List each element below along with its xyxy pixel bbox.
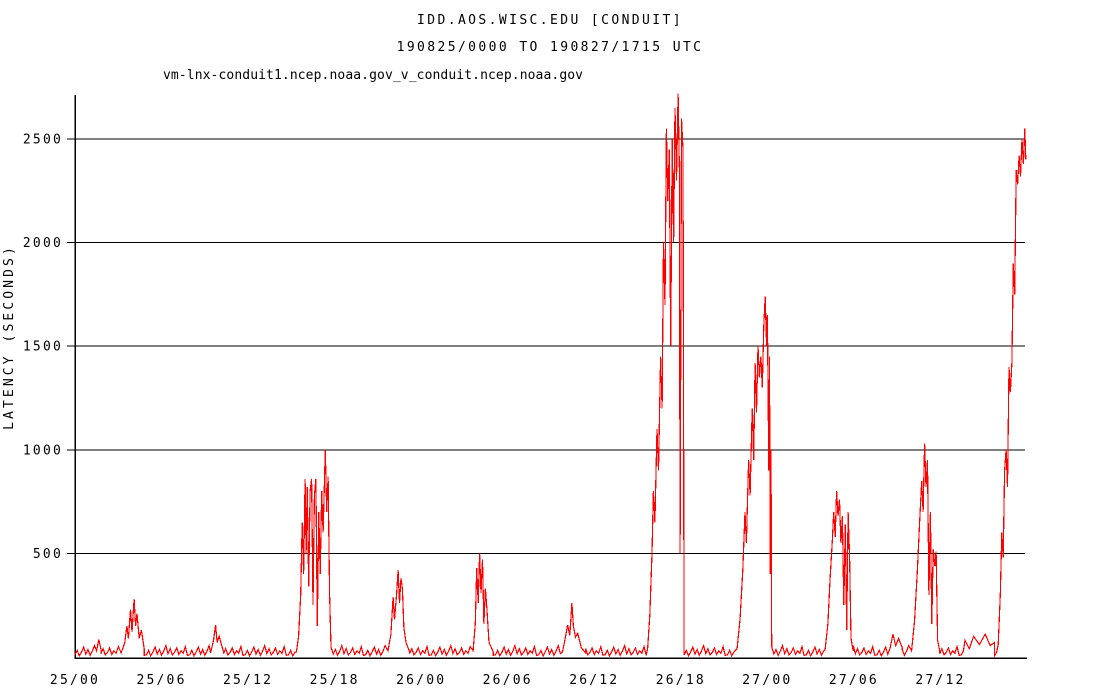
x-tick-label: 25/18 — [310, 673, 360, 688]
y-tick-label: 500 — [33, 547, 63, 562]
x-tick-label: 26/06 — [483, 673, 533, 688]
x-tick-label: 27/12 — [915, 673, 965, 688]
legend-label: vm-lnx-conduit1.ncep.noaa.gov_v_conduit.… — [163, 68, 583, 83]
x-tick-label: 26/12 — [569, 673, 619, 688]
axes — [67, 95, 1027, 659]
chart-subtitle: 190825/0000 TO 190827/1715 UTC — [397, 40, 704, 55]
y-tick-label: 2500 — [23, 133, 63, 148]
x-tick-label: 26/18 — [656, 673, 706, 688]
latency-line — [74, 93, 1027, 659]
y-tick-label: 1000 — [23, 443, 63, 458]
data-series — [74, 93, 1027, 659]
gridlines — [75, 138, 1025, 554]
x-tick-label: 27/06 — [829, 673, 879, 688]
x-tick-label: 26/00 — [396, 673, 446, 688]
y-axis-title: LATENCY (SECONDS) — [2, 244, 17, 430]
y-tick-labels: 500 1000 1500 2000 2500 — [23, 133, 63, 562]
x-tick-label: 25/00 — [50, 673, 100, 688]
x-tick-label: 25/12 — [223, 673, 273, 688]
x-tick-label: 25/06 — [136, 673, 186, 688]
x-tick-label: 27/00 — [742, 673, 792, 688]
x-tick-labels: 25/00 25/06 25/12 25/18 26/00 26/06 26/12 26/18… — [50, 673, 965, 688]
chart-title: IDD.AOS.WISC.EDU [CONDUIT] — [417, 13, 683, 28]
y-tick-label: 2000 — [23, 236, 63, 251]
y-tick-label: 1500 — [23, 340, 63, 355]
